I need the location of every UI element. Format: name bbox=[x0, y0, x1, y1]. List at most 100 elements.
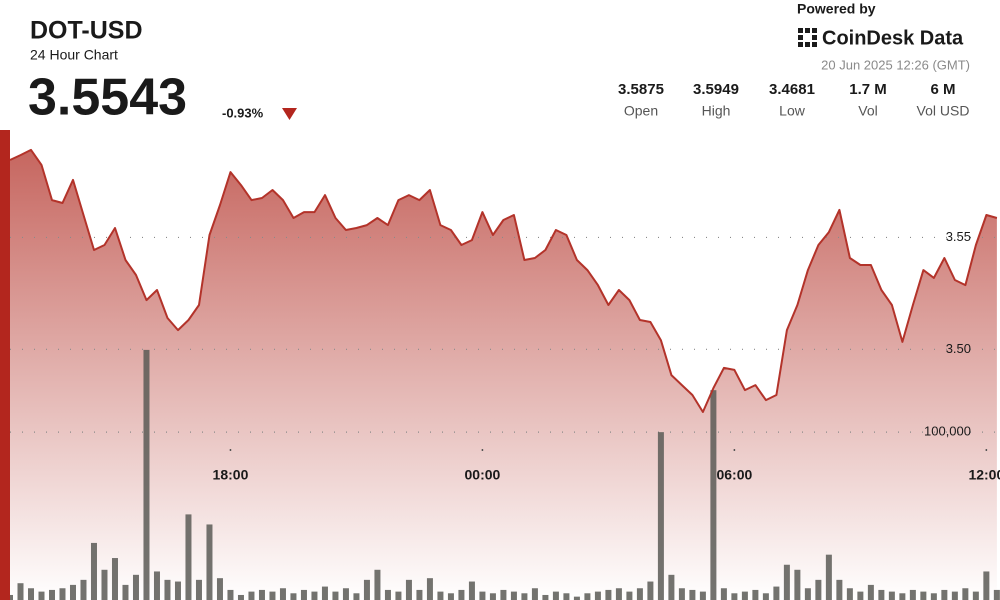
powered-by: Powered by bbox=[797, 1, 876, 17]
volume-bar bbox=[17, 583, 24, 600]
volume-bar bbox=[920, 591, 927, 600]
volume-bar bbox=[867, 584, 874, 600]
volume-bar bbox=[500, 589, 507, 600]
volume-bar bbox=[153, 571, 160, 600]
timestamp: 20 Jun 2025 12:26 (GMT) bbox=[821, 57, 970, 72]
volume-bar bbox=[573, 596, 580, 600]
volume-bar bbox=[615, 588, 622, 600]
volume-bar bbox=[321, 586, 328, 600]
x-tick-label: 12:00 bbox=[968, 467, 1000, 483]
volume-bar bbox=[342, 588, 349, 600]
y-tick-label: 3.55 bbox=[946, 229, 971, 244]
volume-bar bbox=[90, 542, 97, 600]
volume-bar bbox=[206, 524, 213, 600]
volume-bar bbox=[983, 571, 990, 600]
volume-bar bbox=[657, 432, 664, 600]
x-tick-label: 18:00 bbox=[213, 467, 249, 483]
volume-bar bbox=[762, 593, 769, 600]
stat-value: 3.5949 bbox=[693, 81, 739, 98]
volume-bar bbox=[647, 581, 654, 600]
chart-title: DOT-USD bbox=[30, 17, 143, 45]
volume-bar bbox=[626, 591, 633, 600]
volume-bar bbox=[699, 591, 706, 600]
volume-bar bbox=[731, 593, 738, 600]
volume-bar bbox=[710, 390, 717, 600]
volume-bar bbox=[542, 594, 549, 600]
stat-value: 3.4681 bbox=[769, 81, 815, 98]
volume-bar bbox=[773, 586, 780, 600]
down-arrow bbox=[282, 108, 297, 120]
volume-bar bbox=[563, 593, 570, 600]
volume-bar bbox=[447, 593, 454, 600]
x-tick-label: 06:00 bbox=[716, 467, 752, 483]
volume-bar bbox=[479, 591, 486, 600]
volume-bar bbox=[290, 593, 297, 600]
volume-bar bbox=[605, 589, 612, 600]
volume-bar bbox=[468, 581, 475, 600]
volume-bar bbox=[248, 591, 255, 600]
volume-bar bbox=[185, 514, 192, 600]
volume-bar bbox=[794, 569, 801, 600]
volume-bar bbox=[962, 588, 969, 600]
stat-label: High bbox=[702, 103, 731, 119]
y-tick-label: 3.50 bbox=[946, 341, 971, 356]
volume-bar bbox=[594, 591, 601, 600]
volume-bar bbox=[416, 589, 423, 600]
volume-bar bbox=[836, 579, 843, 600]
volume-bar bbox=[510, 591, 517, 600]
stat-label: Low bbox=[779, 103, 806, 119]
volume-bar bbox=[930, 593, 937, 600]
volume-bar bbox=[227, 589, 234, 600]
volume-bar bbox=[405, 579, 412, 600]
volume-bar bbox=[311, 591, 318, 600]
volume-bar bbox=[804, 588, 811, 600]
volume-bar bbox=[27, 588, 34, 600]
volume-bar bbox=[300, 589, 307, 600]
volume-bar bbox=[426, 578, 433, 600]
volume-bar bbox=[48, 589, 55, 600]
accent-bar bbox=[0, 130, 10, 600]
volume-bar bbox=[993, 589, 1000, 600]
brand-logo bbox=[798, 28, 817, 47]
volume-bar bbox=[741, 591, 748, 600]
volume-bar bbox=[552, 591, 559, 600]
volume-bar bbox=[164, 579, 171, 600]
volume-bar bbox=[374, 569, 381, 600]
volume-bar bbox=[258, 589, 265, 600]
stat-label: Open bbox=[624, 103, 658, 119]
volume-bar bbox=[269, 591, 276, 600]
stat-value: 1.7 M bbox=[849, 81, 887, 98]
volume-bar bbox=[80, 579, 87, 600]
volume-bar bbox=[899, 593, 906, 600]
volume-bar bbox=[69, 584, 76, 600]
volume-bar bbox=[38, 591, 45, 600]
volume-bar bbox=[678, 588, 685, 600]
volume-bar bbox=[363, 579, 370, 600]
stat-value: 3.5875 bbox=[618, 81, 664, 98]
price-line bbox=[9, 148, 998, 413]
price-area bbox=[10, 149, 997, 600]
stat-label: Vol USD bbox=[917, 103, 970, 119]
volume-bar bbox=[174, 581, 181, 600]
volume-bar bbox=[668, 574, 675, 600]
price-change: -0.93% bbox=[222, 105, 264, 120]
volume-bar bbox=[689, 589, 696, 600]
volume-bar bbox=[384, 589, 391, 600]
stat-label: Vol bbox=[858, 103, 877, 119]
volume-bar bbox=[111, 558, 118, 600]
volume-bar bbox=[878, 589, 885, 600]
y2-tick-label: 100,000 bbox=[924, 424, 971, 439]
volume-bar bbox=[846, 588, 853, 600]
x-tick-label: 00:00 bbox=[465, 467, 501, 483]
volume-bar bbox=[752, 589, 759, 600]
volume-bar bbox=[888, 591, 895, 600]
volume-bar bbox=[857, 591, 864, 600]
volume-bar bbox=[332, 591, 339, 600]
volume-bar bbox=[815, 579, 822, 600]
current-price: 3.5543 bbox=[28, 69, 187, 127]
volume-bar bbox=[395, 591, 402, 600]
volume-bar bbox=[584, 593, 591, 600]
volume-bar bbox=[636, 588, 643, 600]
